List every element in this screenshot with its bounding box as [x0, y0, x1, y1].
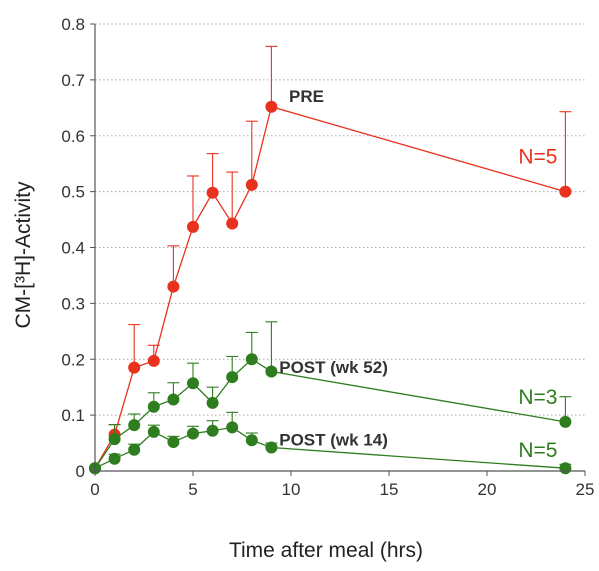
data-point [245, 353, 258, 366]
label-layer: PRE N=5 POST (wk 52) N=3 POST (wk 14) N=5 [279, 87, 557, 462]
data-point [187, 427, 199, 440]
data-point [128, 443, 141, 456]
data-point [245, 434, 258, 447]
y-axis-title: CM-[³H]-Activity [12, 181, 35, 328]
data-point [187, 377, 199, 390]
series-line [94, 105, 566, 469]
series-pre [89, 45, 572, 475]
data-point [147, 354, 160, 367]
data-point [265, 441, 278, 454]
data-point [206, 424, 219, 437]
data-point [167, 435, 180, 448]
series-post-wk52 [89, 321, 572, 475]
data-point [265, 365, 278, 378]
data-point [245, 178, 258, 191]
data-point [147, 400, 160, 413]
data-point [167, 393, 180, 406]
data-point [167, 280, 180, 293]
data-point [206, 186, 219, 199]
series-layer [89, 45, 572, 475]
x-tick-label: 25 [576, 480, 595, 499]
y-tick-label: 0.3 [61, 294, 85, 313]
tick-layer: 0 0.1 0.2 0.3 0.4 0.5 0.6 0.7 0.8 0 5 10 15 20 25 [61, 15, 594, 499]
data-point [108, 452, 121, 465]
data-point [265, 100, 278, 113]
data-point [559, 415, 572, 428]
data-point [108, 433, 121, 446]
x-tick-label: 5 [188, 480, 197, 499]
y-tick-label: 0.5 [61, 183, 85, 202]
y-tick-label: 0 [76, 462, 85, 481]
data-point [206, 396, 219, 409]
y-tick-label: 0.2 [61, 350, 85, 369]
x-tick-label: 10 [282, 480, 301, 499]
x-tick-label: 0 [90, 480, 99, 499]
data-point [226, 371, 239, 384]
x-tick-label: 20 [478, 480, 497, 499]
series-label-pre: PRE [289, 87, 324, 106]
grid-lines [95, 23, 585, 416]
data-point [226, 421, 239, 434]
data-point [128, 419, 141, 432]
y-tick-label: 0.4 [61, 239, 85, 258]
y-tick-label: 0.1 [61, 406, 85, 425]
y-tick-label: 0.8 [61, 15, 85, 34]
n-label-pre: N=5 [518, 146, 557, 169]
data-point [559, 185, 572, 198]
data-point [226, 217, 239, 230]
y-tick-label: 0.7 [61, 71, 85, 90]
x-axis-title: Time after meal (hrs) [229, 539, 423, 562]
data-point [187, 220, 199, 233]
y-tick-label: 0.6 [61, 127, 85, 146]
data-point [559, 462, 572, 475]
data-point [128, 361, 141, 374]
data-point [147, 425, 160, 438]
series-label-post-wk14: POST (wk 14) [279, 430, 388, 449]
series-label-post-wk52: POST (wk 52) [279, 358, 388, 377]
x-tick-label: 15 [380, 480, 399, 499]
n-label-post-wk14: N=5 [518, 439, 557, 462]
n-label-post-wk52: N=3 [518, 386, 557, 409]
